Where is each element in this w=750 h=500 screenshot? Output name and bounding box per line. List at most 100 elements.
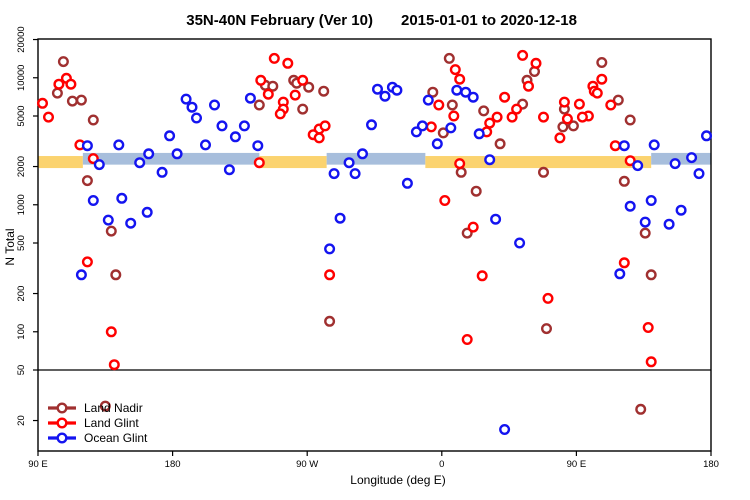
legend-label-ocean-glint: Ocean Glint bbox=[84, 431, 148, 445]
chart-title-range: 35N-40N February (Ver 10) bbox=[186, 12, 373, 29]
data-point-land-glint bbox=[425, 121, 437, 133]
data-point-land-glint bbox=[433, 99, 445, 111]
data-point-land-glint bbox=[105, 326, 117, 338]
reference-band-orange bbox=[425, 156, 652, 169]
data-point-land-nadir bbox=[66, 95, 78, 107]
data-point-land-nadir bbox=[446, 99, 458, 111]
data-point-ocean-glint bbox=[113, 139, 125, 151]
x-tick-label: 90 W bbox=[296, 459, 318, 470]
data-point-land-glint bbox=[448, 110, 460, 122]
data-point-ocean-glint bbox=[451, 84, 463, 96]
x-tick-label: 180 bbox=[703, 459, 719, 470]
data-point-ocean-glint bbox=[675, 204, 687, 216]
data-point-land-glint bbox=[262, 88, 274, 100]
data-point-ocean-glint bbox=[490, 213, 502, 225]
data-point-land-nadir bbox=[478, 105, 490, 117]
data-point-ocean-glint bbox=[244, 92, 256, 104]
data-point-land-glint bbox=[530, 57, 542, 69]
data-point-land-nadir bbox=[612, 94, 624, 106]
data-point-land-glint bbox=[523, 80, 535, 92]
data-point-land-glint bbox=[576, 111, 588, 123]
data-point-land-glint bbox=[645, 356, 657, 368]
data-point-land-glint bbox=[282, 57, 294, 69]
data-point-land-nadir bbox=[267, 80, 279, 92]
data-point-ocean-glint bbox=[632, 160, 644, 172]
data-point-ocean-glint bbox=[693, 168, 705, 180]
plot-area: 20 50 100 200 500 1000 2000 5000 10000 20000 90 E 1… bbox=[16, 26, 719, 470]
data-point-land-glint bbox=[476, 270, 488, 282]
data-point-land-nadir bbox=[87, 114, 99, 126]
data-point-land-glint bbox=[37, 97, 49, 109]
data-point-ocean-glint bbox=[156, 166, 168, 178]
data-point-ocean-glint bbox=[391, 84, 403, 96]
data-point-land-glint bbox=[81, 256, 93, 268]
data-point-ocean-glint bbox=[190, 112, 202, 124]
data-point-ocean-glint bbox=[87, 194, 99, 206]
y-tick-label: 20000 bbox=[16, 26, 27, 52]
y-tick-label: 2000 bbox=[16, 156, 27, 177]
data-point-land-glint bbox=[461, 334, 473, 346]
data-point-land-nadir bbox=[427, 86, 439, 98]
y-tick-label: 500 bbox=[16, 235, 27, 251]
data-point-land-glint bbox=[538, 111, 550, 123]
data-point-ocean-glint bbox=[343, 157, 355, 169]
data-point-ocean-glint bbox=[473, 128, 485, 140]
data-point-land-glint bbox=[454, 73, 466, 85]
data-point-ocean-glint bbox=[186, 101, 198, 113]
data-point-land-glint bbox=[289, 89, 301, 101]
data-point-ocean-glint bbox=[499, 424, 511, 436]
data-point-land-nadir bbox=[494, 138, 506, 150]
data-point-land-nadir bbox=[624, 114, 636, 126]
data-point-land-nadir bbox=[443, 52, 455, 64]
data-point-ocean-glint bbox=[639, 216, 651, 228]
data-point-land-glint bbox=[558, 96, 570, 108]
data-point-land-nadir bbox=[635, 403, 647, 415]
data-point-land-glint bbox=[542, 292, 554, 304]
y-tick-label: 10000 bbox=[16, 65, 27, 91]
data-point-land-nadir bbox=[596, 57, 608, 69]
data-point-ocean-glint bbox=[238, 120, 250, 132]
legend-marker-land-nadir bbox=[56, 402, 68, 414]
data-point-land-glint bbox=[313, 132, 325, 144]
data-point-land-glint bbox=[491, 111, 503, 123]
data-point-land-glint bbox=[506, 111, 518, 123]
data-point-land-glint bbox=[53, 78, 65, 90]
data-point-ocean-glint bbox=[645, 194, 657, 206]
data-point-land-glint bbox=[624, 155, 636, 167]
data-point-land-nadir bbox=[470, 185, 482, 197]
data-point-ocean-glint bbox=[624, 200, 636, 212]
reference-band-orange bbox=[259, 156, 327, 169]
data-point-ocean-glint bbox=[116, 192, 128, 204]
data-point-land-glint bbox=[511, 103, 523, 115]
data-point-land-glint bbox=[554, 132, 566, 144]
y-tick-label: 200 bbox=[16, 286, 27, 302]
data-point-ocean-glint bbox=[93, 159, 105, 171]
data-point-land-nadir bbox=[105, 225, 117, 237]
data-point-ocean-glint bbox=[401, 177, 413, 189]
data-point-land-glint bbox=[274, 108, 286, 120]
y-tick-label: 5000 bbox=[16, 105, 27, 126]
data-point-ocean-glint bbox=[514, 237, 526, 249]
chart-title-dates: 2015-01-01 to 2020-12-18 bbox=[401, 12, 577, 29]
data-point-land-glint bbox=[255, 74, 267, 86]
data-point-ocean-glint bbox=[648, 139, 660, 151]
data-point-land-glint bbox=[618, 257, 630, 269]
data-point-land-glint bbox=[43, 111, 55, 123]
data-point-ocean-glint bbox=[410, 126, 422, 138]
data-point-ocean-glint bbox=[467, 91, 479, 103]
data-point-land-glint bbox=[605, 99, 617, 111]
data-point-land-glint bbox=[268, 52, 280, 64]
data-point-ocean-glint bbox=[81, 140, 93, 152]
data-point-land-nadir bbox=[57, 56, 69, 68]
data-point-land-nadir bbox=[318, 85, 330, 97]
data-point-ocean-glint bbox=[171, 148, 183, 160]
data-point-land-nadir bbox=[645, 269, 657, 281]
data-point-land-glint bbox=[517, 49, 529, 61]
data-point-land-glint bbox=[454, 158, 466, 170]
data-point-land-glint bbox=[642, 322, 654, 334]
x-tick-label: 90 E bbox=[567, 459, 587, 470]
data-point-ocean-glint bbox=[252, 140, 264, 152]
data-point-ocean-glint bbox=[431, 138, 443, 150]
y-tick-label: 100 bbox=[16, 324, 27, 340]
